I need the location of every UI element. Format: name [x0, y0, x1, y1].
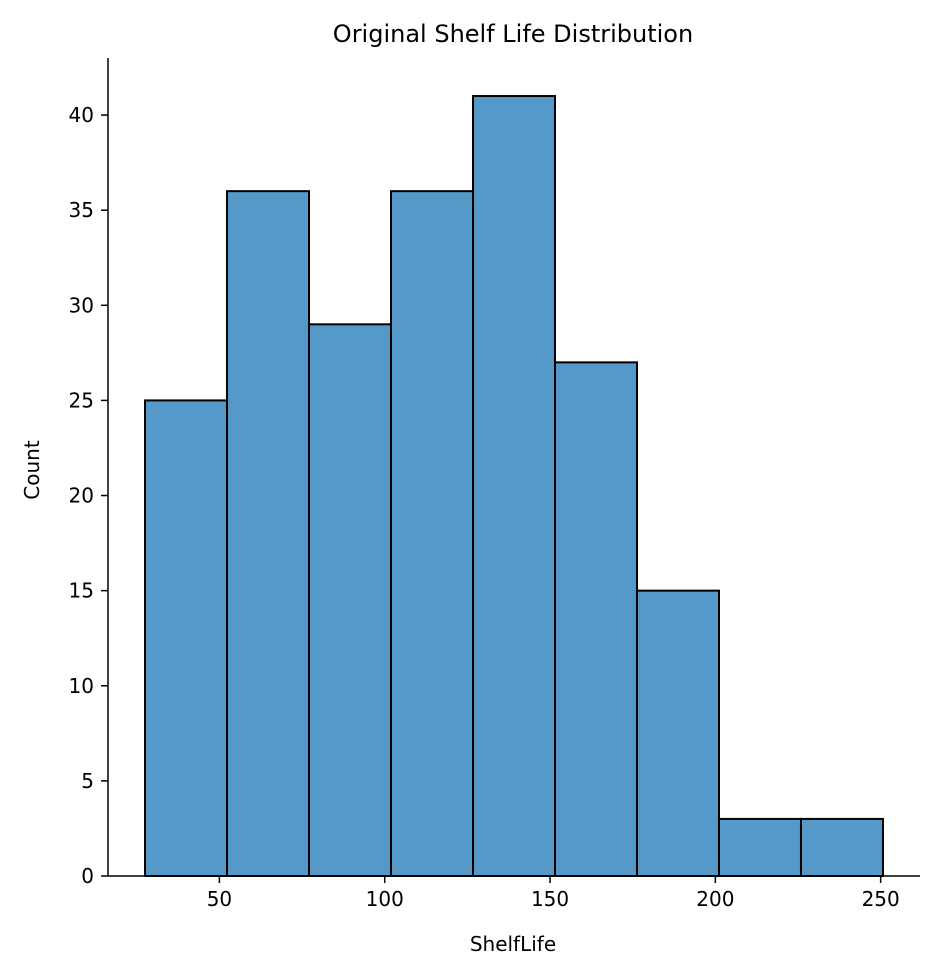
y-tick-label: 10: [69, 674, 94, 698]
x-tick-label: 200: [696, 887, 734, 911]
x-tick-label: 50: [207, 887, 232, 911]
x-tick-label: 100: [366, 887, 404, 911]
y-axis: 0 5 10 15 20 25 30 35 40: [69, 58, 109, 888]
histogram-bar-9: [799, 817, 884, 878]
y-axis-title: Count: [20, 440, 44, 500]
y-tick-label: 20: [69, 484, 94, 508]
y-tick-label: 40: [69, 103, 94, 127]
x-tick-label: 250: [862, 887, 900, 911]
x-axis-title: ShelfLife: [470, 932, 556, 956]
y-tick-label: 0: [81, 864, 94, 888]
histogram-bar-7: [635, 589, 720, 878]
x-tick-label: 150: [531, 887, 569, 911]
y-tick-label: 35: [69, 198, 94, 222]
histogram-bar-3: [308, 323, 393, 878]
histogram-bar-4: [390, 190, 475, 878]
bars-group: [144, 95, 884, 878]
histogram-bar-1: [144, 399, 229, 877]
histogram-bar-6: [553, 361, 638, 878]
y-tick-label: 15: [69, 579, 94, 603]
histogram-bar-5: [472, 95, 556, 877]
y-tick-label: 5: [81, 769, 94, 793]
histogram-bar-8: [717, 817, 802, 878]
x-axis: 50 100 150 200 250: [108, 875, 920, 911]
y-tick-label: 25: [69, 388, 94, 412]
y-tick-label: 30: [69, 293, 94, 317]
histogram-bar-2: [226, 190, 311, 878]
chart-title: Original Shelf Life Distribution: [333, 20, 693, 48]
